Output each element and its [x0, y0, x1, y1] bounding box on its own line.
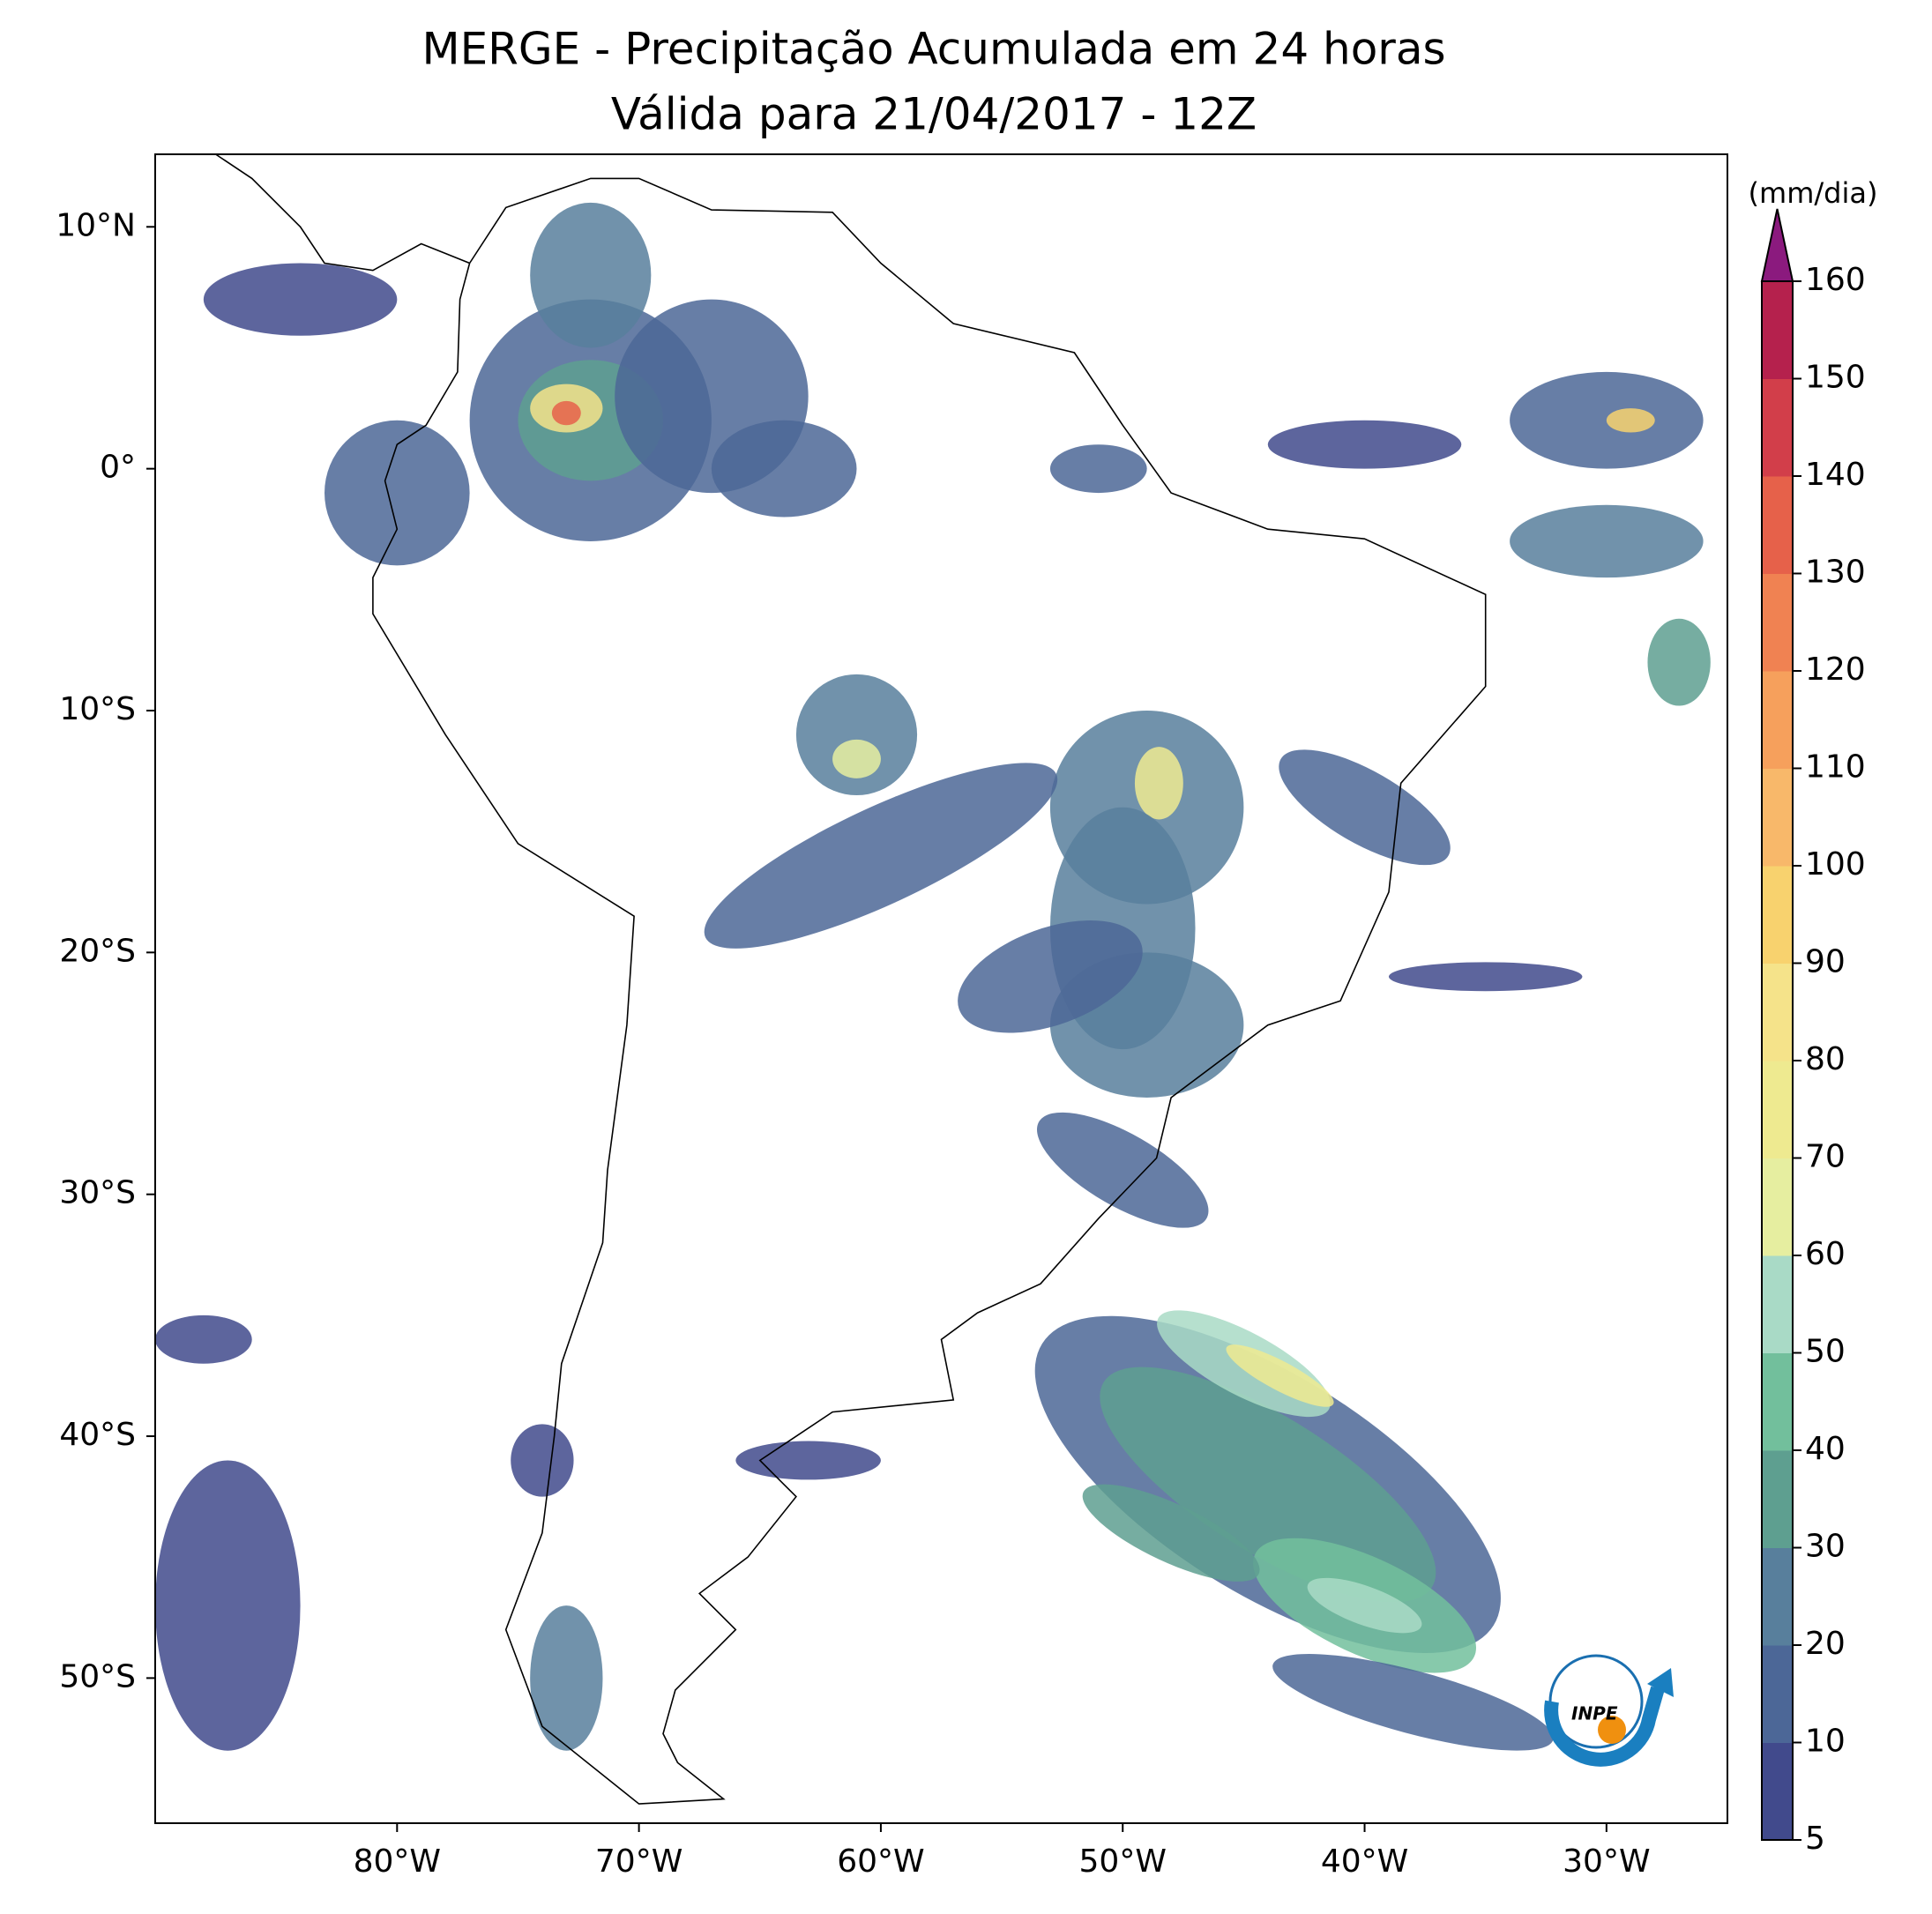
rain-area	[530, 1605, 603, 1751]
rain-area	[1100, 1367, 1436, 1603]
rain-area	[1279, 749, 1451, 866]
rain-area	[530, 202, 652, 348]
x-tick-label: 40°W	[1321, 1843, 1408, 1880]
colorbar-segment	[1762, 1352, 1793, 1451]
colorbar-segment	[1762, 1450, 1793, 1548]
rain-area	[1134, 747, 1183, 820]
colorbar-label: (mm/dia)	[1749, 176, 1878, 210]
colorbar-tick-label: 130	[1805, 555, 1866, 591]
colorbar-extend	[1760, 208, 1794, 282]
colorbar-segment	[1762, 378, 1793, 477]
rain-area	[203, 263, 398, 336]
rain-area	[1226, 1344, 1334, 1407]
x-tick-label: 80°W	[354, 1843, 441, 1880]
y-tick-label: 10°S	[59, 691, 136, 727]
colorbar-tick-label: 60	[1805, 1236, 1846, 1272]
colorbar-tick-label: 140	[1805, 457, 1866, 493]
rain-area	[1510, 371, 1704, 469]
rain-area	[1388, 962, 1583, 992]
colorbar-tick-label: 100	[1805, 846, 1866, 883]
colorbar-segment	[1762, 573, 1793, 672]
y-tick-label: 10°N	[56, 207, 136, 243]
logo: INPE	[1544, 1654, 1674, 1767]
logo-text: INPE	[1571, 1703, 1618, 1724]
rain-area	[1510, 504, 1704, 578]
y-tick-label: 40°S	[59, 1417, 136, 1453]
rain-area	[795, 674, 918, 796]
colorbar-segment	[1762, 1742, 1793, 1841]
colorbar: (mm/dia) 5 10 20 30 40 50 60 70 80 90 100 110 120 130…	[1749, 176, 1878, 1857]
colorbar-segment	[1762, 866, 1793, 964]
x-tick-label: 50°W	[1079, 1843, 1167, 1880]
rain-area	[832, 739, 881, 778]
rain-area	[155, 1460, 301, 1751]
subtitle: Válida para 21/04/2017 - 12Z	[611, 89, 1257, 140]
colorbar-tick-label: 150	[1805, 360, 1866, 396]
colorbar-tick-label: 5	[1805, 1821, 1825, 1857]
rain-area	[1307, 1577, 1422, 1634]
rain-area	[1272, 1654, 1554, 1751]
colorbar-segment	[1762, 476, 1793, 574]
rain-area	[1647, 618, 1711, 706]
colorbar-segment	[1762, 1158, 1793, 1256]
colorbar-segment	[1762, 963, 1793, 1061]
colorbar-tick-label: 160	[1805, 262, 1866, 298]
colorbar-segment	[1762, 281, 1793, 379]
rain-area	[511, 1424, 574, 1497]
y-tick-label: 30°S	[59, 1175, 136, 1211]
colorbar-segment	[1762, 1547, 1793, 1646]
rain-area	[735, 1441, 881, 1480]
colorbar-tick-label: 40	[1805, 1431, 1846, 1467]
colorbar-segment	[1762, 1645, 1793, 1743]
rain-area	[1606, 408, 1655, 433]
rain-area	[1267, 420, 1462, 469]
rain-area	[324, 420, 470, 566]
rain-area	[155, 1314, 252, 1364]
precipitation-field	[155, 202, 1711, 1751]
y-tick-label: 50°S	[59, 1658, 136, 1694]
colorbar-tick-label: 30	[1805, 1529, 1846, 1565]
colorbar-tick-label: 90	[1805, 944, 1846, 980]
logo-sun	[1598, 1716, 1626, 1744]
logo-arrow	[1647, 1668, 1674, 1697]
colorbar-segment	[1762, 1255, 1793, 1353]
rain-area	[711, 420, 857, 518]
x-tick-label: 60°W	[837, 1843, 924, 1880]
map-frame	[154, 153, 1728, 1824]
colorbar-tick-label: 70	[1805, 1139, 1846, 1175]
colorbar-segment	[1762, 1061, 1793, 1158]
rain-area	[1049, 444, 1147, 494]
colorbar-tick-label: 20	[1805, 1626, 1846, 1662]
rain-area	[1037, 1112, 1209, 1228]
colorbar-segment	[1762, 671, 1793, 769]
coastline	[215, 153, 1487, 1805]
colorbar-tick-label: 50	[1805, 1334, 1846, 1370]
title: MERGE - Precipitação Acumulada em 24 hor…	[421, 24, 1445, 75]
rain-area	[551, 400, 581, 426]
colorbar-tick-label: 110	[1805, 749, 1866, 786]
x-tick-label: 30°W	[1563, 1843, 1650, 1880]
rain-area	[704, 763, 1058, 949]
rain-area	[1082, 1484, 1260, 1582]
colorbar-segment	[1762, 768, 1793, 867]
colorbar-tick-label: 120	[1805, 652, 1866, 688]
y-tick-label: 0°	[100, 450, 136, 486]
rain-area	[958, 920, 1143, 1033]
x-tick-label: 70°W	[595, 1843, 683, 1880]
colorbar-tick-label: 10	[1805, 1724, 1846, 1760]
colorbar-tick-label: 80	[1805, 1041, 1846, 1077]
y-tick-label: 20°S	[59, 933, 136, 969]
logo-arc	[1544, 1686, 1665, 1767]
